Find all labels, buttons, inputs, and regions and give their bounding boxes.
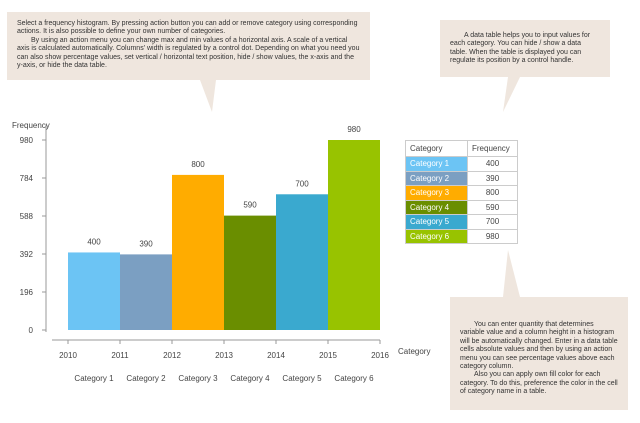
category-cell[interactable]: Category 2 — [405, 170, 468, 186]
y-tick-label: 980 — [20, 136, 34, 145]
bar[interactable] — [328, 140, 380, 330]
data-label: 590 — [243, 201, 257, 210]
y-tick-label: 392 — [20, 250, 34, 259]
table-row: Category 6 980 — [405, 228, 518, 244]
x-tick-label: 2012 — [163, 351, 181, 360]
category-label: Category 4 — [230, 374, 270, 383]
callout-pointer — [503, 250, 520, 297]
frequency-cell[interactable]: 390 — [467, 170, 518, 186]
note-text: You can enter quantity that determines v… — [460, 321, 618, 371]
x-axis-label: Category — [398, 347, 430, 356]
x-tick-label: 2014 — [267, 351, 285, 360]
frequency-cell[interactable]: 590 — [467, 199, 518, 215]
data-label: 700 — [295, 179, 309, 188]
category-label: Category 3 — [178, 374, 218, 383]
category-cell[interactable]: Category 3 — [405, 185, 468, 201]
frequency-cell[interactable]: 700 — [467, 214, 518, 230]
callout-pointer — [503, 77, 520, 112]
table-row: Category 5 700 — [405, 214, 518, 230]
histogram-note: Select a frequency histogram. By pressin… — [7, 12, 370, 80]
data-label: 980 — [347, 125, 361, 134]
x-tick-label: 2011 — [111, 351, 129, 360]
note-text: Also you can apply own fill color for ea… — [460, 371, 618, 396]
values-note: You can enter quantity that determines v… — [450, 297, 628, 410]
data-table[interactable]: Category Frequency Category 1 400 Category … — [405, 140, 518, 244]
table-row: Category 2 390 — [405, 170, 518, 186]
data-label: 390 — [139, 239, 153, 248]
category-label: Category 6 — [334, 374, 374, 383]
category-label: Category 1 — [74, 374, 114, 383]
y-tick-label: 0 — [29, 326, 34, 335]
category-label: Category 5 — [282, 374, 322, 383]
bar[interactable] — [120, 254, 172, 330]
data-label: 800 — [191, 160, 205, 169]
note-text: A data table helps you to input values f… — [450, 32, 591, 65]
category-cell[interactable]: Category 4 — [405, 199, 468, 215]
table-header-category: Category — [405, 140, 468, 157]
x-tick-label: 2016 — [371, 351, 389, 360]
y-tick-label: 588 — [20, 212, 34, 221]
table-row: Category 3 800 — [405, 185, 518, 201]
note-text: By using an action menu you can change m… — [17, 36, 360, 70]
callout-pointer — [200, 80, 216, 112]
data-label: 400 — [87, 237, 101, 246]
x-tick-label: 2010 — [59, 351, 77, 360]
table-row: Category 4 590 — [405, 199, 518, 215]
frequency-cell[interactable]: 980 — [467, 228, 518, 244]
category-label: Category 2 — [126, 374, 166, 383]
frequency-cell[interactable]: 400 — [467, 156, 518, 172]
table-note: A data table helps you to input values f… — [440, 20, 610, 77]
frequency-cell[interactable]: 800 — [467, 185, 518, 201]
x-tick-label: 2015 — [319, 351, 337, 360]
y-tick-label: 196 — [20, 288, 34, 297]
table-row: Category 1 400 — [405, 156, 518, 172]
bar[interactable] — [224, 215, 276, 330]
bar[interactable] — [68, 252, 120, 330]
table-header-frequency: Frequency — [467, 140, 518, 157]
y-axis-label: Frequency — [12, 121, 50, 130]
x-tick-label: 2013 — [215, 351, 233, 360]
note-text: Select a frequency histogram. By pressin… — [17, 20, 358, 36]
bar[interactable] — [276, 194, 328, 330]
category-cell[interactable]: Category 6 — [405, 228, 468, 244]
y-tick-label: 784 — [20, 174, 34, 183]
category-cell[interactable]: Category 5 — [405, 214, 468, 230]
category-cell[interactable]: Category 1 — [405, 156, 468, 172]
bar[interactable] — [172, 174, 224, 330]
